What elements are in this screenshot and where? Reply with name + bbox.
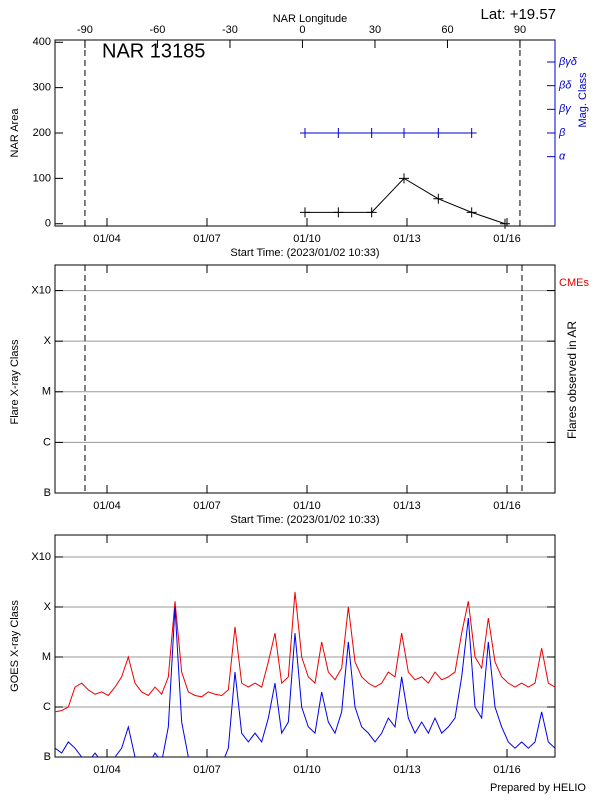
x-tick-label: 01/16 (493, 500, 521, 512)
series-line (55, 592, 555, 712)
y-tick-label: 0 (45, 218, 51, 230)
marker (333, 207, 343, 217)
marker (467, 207, 477, 217)
x-tick-label: 01/10 (293, 500, 321, 512)
y-tick-label: M (42, 651, 51, 663)
y2-tick-label: βγδ (558, 56, 578, 68)
plot-frame (55, 535, 555, 757)
x-axis-label: Start Time: (2023/01/02 10:33) (230, 247, 379, 259)
x2-tick-label: -90 (77, 24, 93, 36)
marker (300, 207, 310, 217)
y-tick-label: 400 (33, 36, 51, 48)
chart-title: NAR 13185 (102, 40, 205, 62)
y-tick-label: X10 (31, 284, 51, 296)
y-tick-label: C (43, 436, 51, 448)
x-tick-label: 01/10 (293, 764, 321, 776)
marker (399, 128, 409, 138)
y-axis-label: NAR Area (9, 108, 21, 158)
legend-label: CMEs (559, 277, 589, 289)
x-tick-label: 01/07 (193, 233, 221, 245)
marker (467, 128, 477, 138)
plot-frame (55, 265, 555, 493)
series-line (305, 178, 505, 223)
y-tick-label: C (43, 701, 51, 713)
x-tick-label: 01/13 (393, 500, 421, 512)
marker (300, 128, 310, 138)
y2-tick-label: βγ (558, 103, 572, 115)
y-tick-label: X (44, 335, 52, 347)
x-tick-label: 01/04 (93, 764, 121, 776)
footer: Prepared by HELIO (490, 782, 586, 794)
y2-tick-label: βδ (558, 80, 572, 92)
marker (333, 128, 343, 138)
x-tick-label: 01/13 (393, 764, 421, 776)
x-tick-label: 01/16 (493, 764, 521, 776)
y2-axis-label: Mag. Class (577, 72, 589, 128)
x-tick-label: 01/07 (193, 764, 221, 776)
y-tick-label: X (44, 601, 52, 613)
marker (433, 128, 443, 138)
series-line (55, 607, 555, 765)
x2-tick-label: 60 (441, 24, 453, 36)
x-tick-label: 01/04 (93, 233, 121, 245)
x-axis-label: Start Time: (2023/01/02 10:33) (230, 514, 379, 526)
x2-axis-label: NAR Longitude (273, 13, 348, 25)
y-tick-label: B (44, 751, 51, 763)
x-tick-label: 01/16 (493, 233, 521, 245)
y2-axis-label: Flares observed in AR (565, 321, 579, 439)
marker (500, 219, 510, 229)
y-axis-label: GOES X-ray Class (9, 600, 21, 692)
x-tick-label: 01/07 (193, 500, 221, 512)
y-tick-label: 100 (33, 172, 51, 184)
y-tick-label: M (42, 386, 51, 398)
x-tick-label: 01/10 (293, 233, 321, 245)
marker (433, 194, 443, 204)
y2-tick-label: β (558, 127, 566, 139)
x2-tick-label: 0 (299, 24, 305, 36)
x-tick-label: 01/04 (93, 500, 121, 512)
y-tick-label: 200 (33, 127, 51, 139)
y-tick-label: X10 (31, 551, 51, 563)
y-axis-label: Flare X-ray Class (9, 339, 21, 424)
x2-tick-label: 30 (369, 24, 381, 36)
x-tick-label: 01/13 (393, 233, 421, 245)
x2-tick-label: -30 (222, 24, 238, 36)
subtitle: Lat: +19.57 (481, 6, 556, 23)
y-tick-label: 300 (33, 82, 51, 94)
x2-tick-label: 90 (514, 24, 526, 36)
y-tick-label: B (44, 487, 51, 499)
marker (367, 128, 377, 138)
y2-tick-label: α (559, 151, 566, 163)
x2-tick-label: -60 (150, 24, 166, 36)
